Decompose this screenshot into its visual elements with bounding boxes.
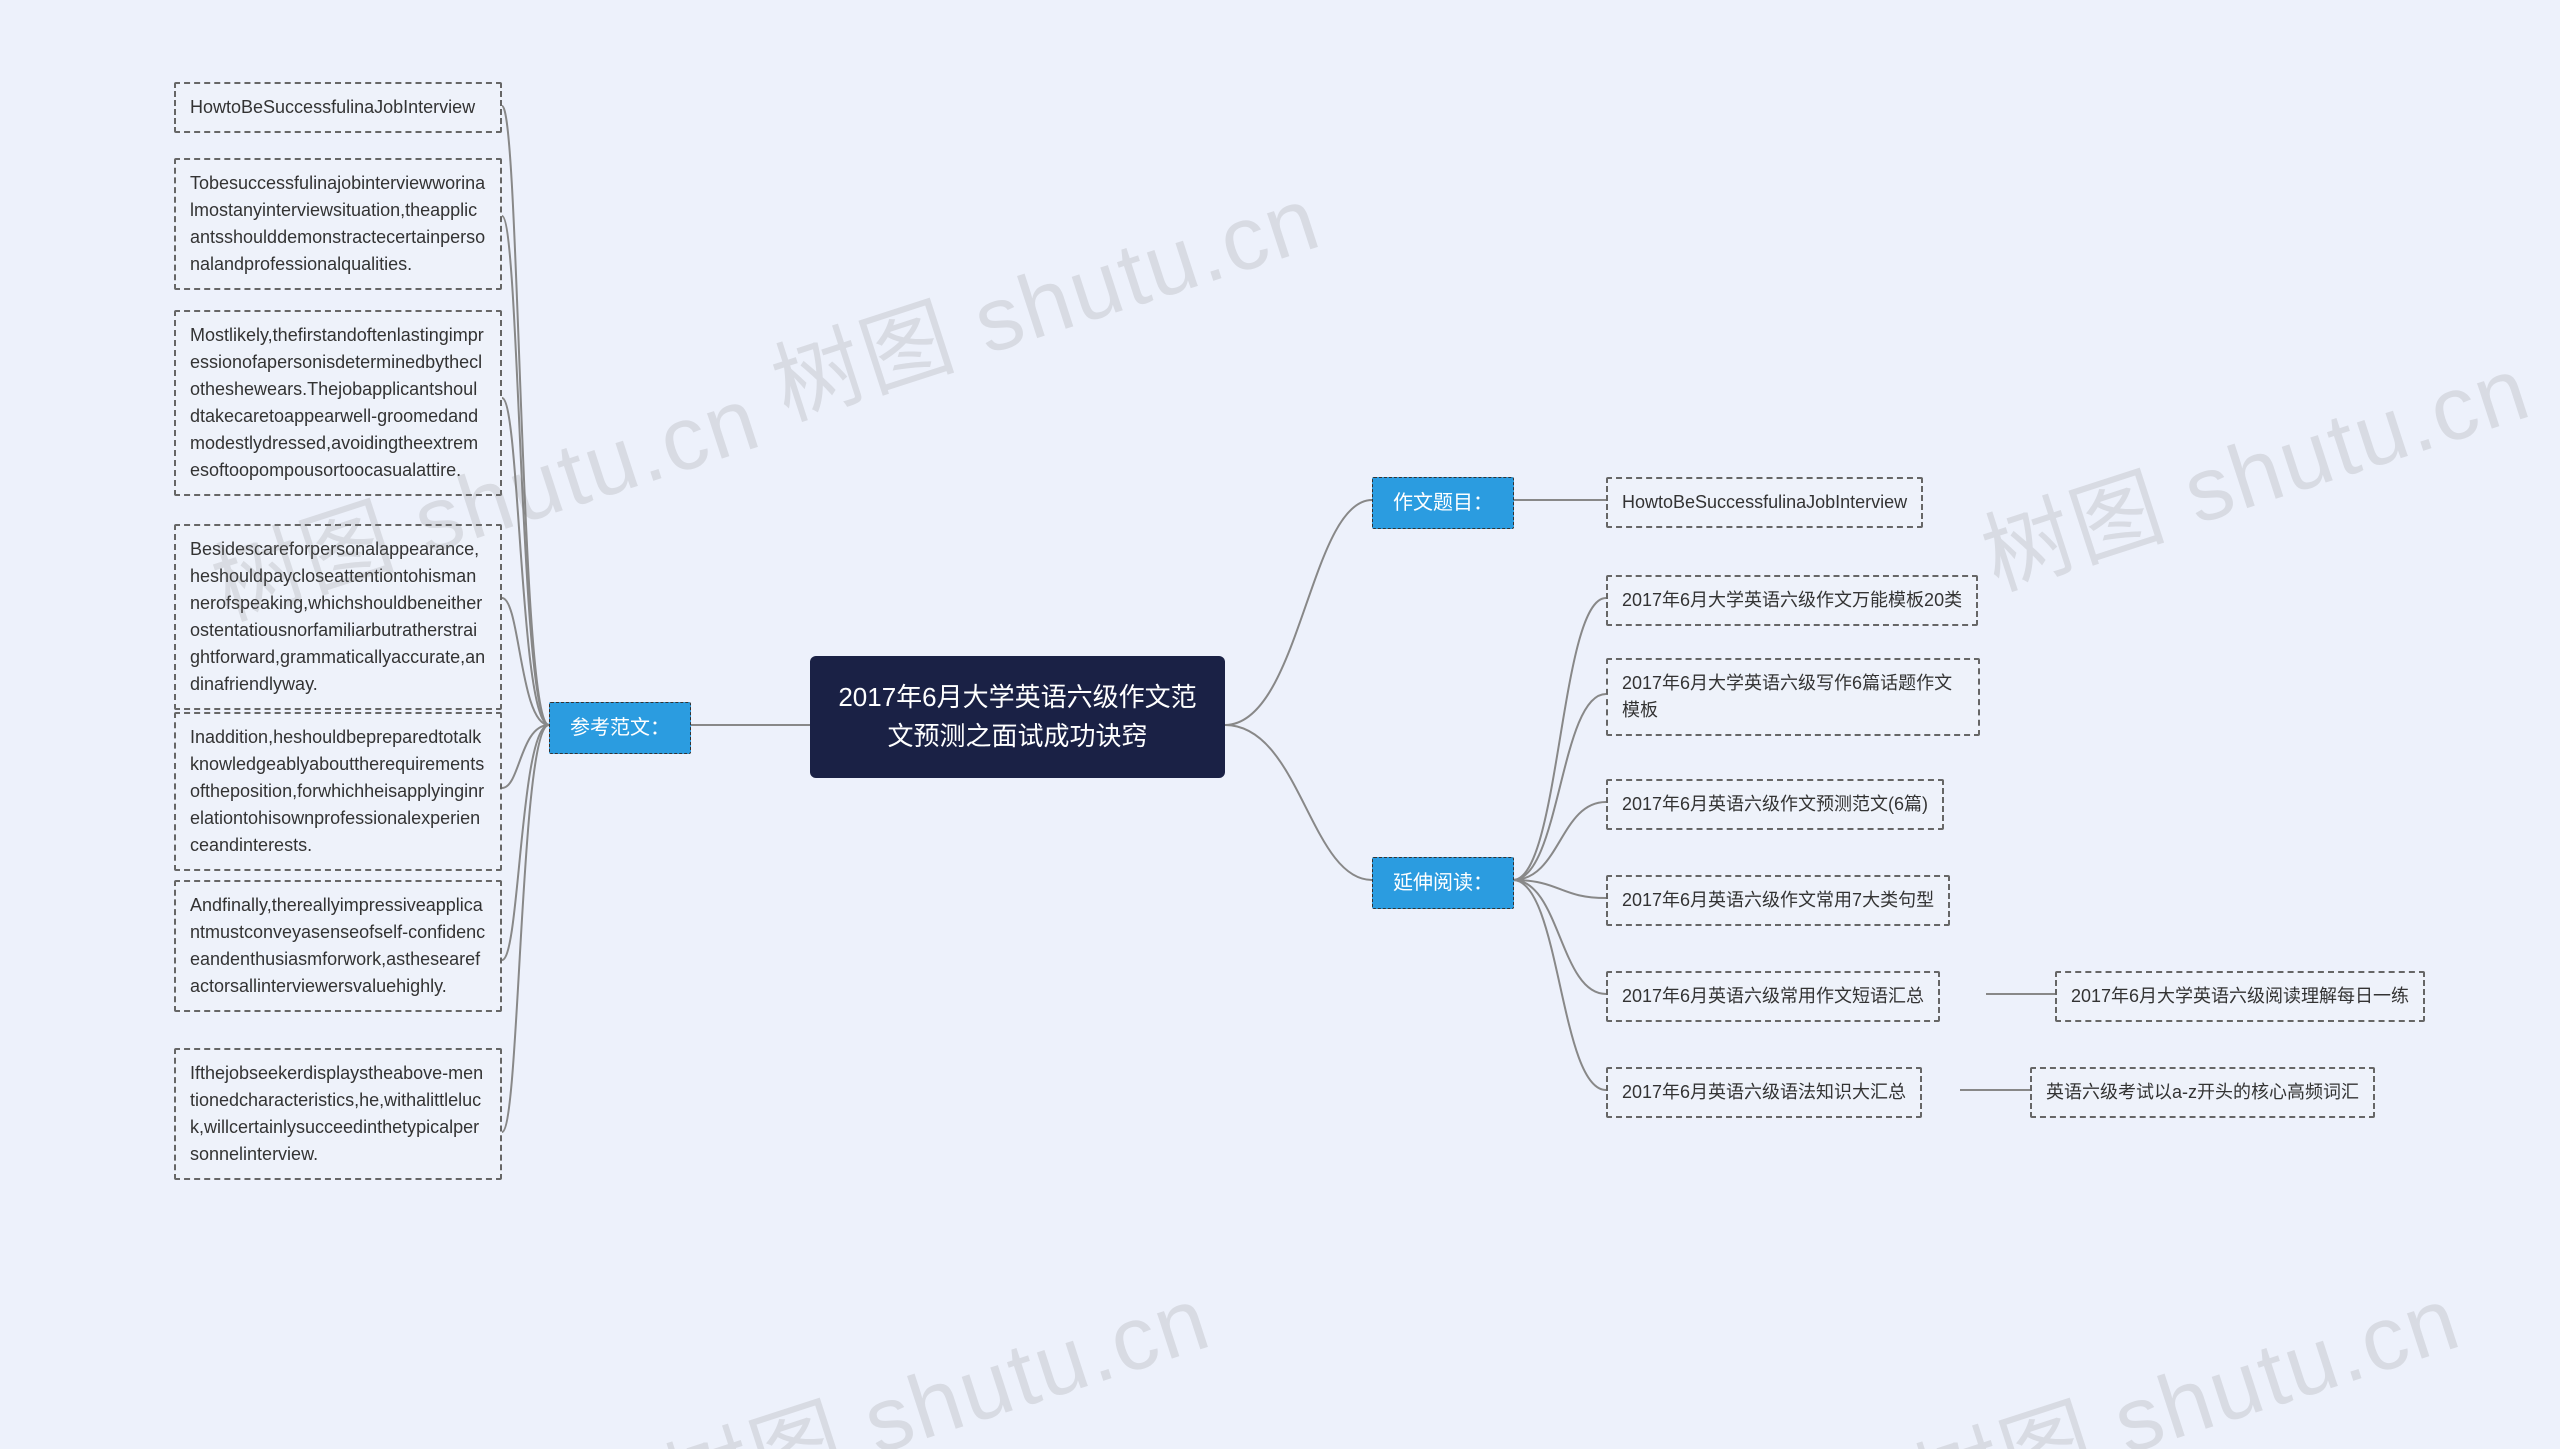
root-title: 2017年6月大学英语六级作文范文预测之面试成功诀窍 <box>838 682 1196 751</box>
ref-item-6: Ifthejobseekerdisplaystheabove-mentioned… <box>174 1048 502 1180</box>
root-node: 2017年6月大学英语六级作文范文预测之面试成功诀窍 <box>810 656 1225 778</box>
ext-item-3: 2017年6月英语六级作文常用7大类句型 <box>1606 875 1950 926</box>
ref-item-0-text: HowtoBeSuccessfulinaJobInterview <box>190 97 475 117</box>
branch-extended-label: 延伸阅读： <box>1393 872 1493 894</box>
ref-item-6-text: Ifthejobseekerdisplaystheabove-mentioned… <box>190 1063 483 1164</box>
ext-item-2-text: 2017年6月英语六级作文预测范文(6篇) <box>1622 794 1928 814</box>
ext-item-4-text: 2017年6月英语六级常用作文短语汇总 <box>1622 986 1924 1006</box>
ref-item-4: Inaddition,heshouldbepreparedtotalkknowl… <box>174 712 502 871</box>
watermark-5: 树图 shutu.cn <box>1894 1246 2474 1449</box>
topic-item-0-text: HowtoBeSuccessfulinaJobInterview <box>1622 492 1907 512</box>
branch-reference: 参考范文： <box>549 702 691 754</box>
ext-sub-6-text: 英语六级考试以a-z开头的核心高频词汇 <box>2046 1082 2359 1102</box>
watermark-3: 树图 shutu.cn <box>1964 316 2544 615</box>
branch-topic-label: 作文题目： <box>1393 492 1493 514</box>
ref-item-5-text: Andfinally,thereallyimpressiveapplicantm… <box>190 895 485 996</box>
ext-item-4: 2017年6月英语六级常用作文短语汇总 <box>1606 971 1940 1022</box>
ext-item-1-text: 2017年6月大学英语六级写作6篇话题作文模板 <box>1622 673 1952 720</box>
watermark-2: 树图 shutu.cn <box>754 146 1334 445</box>
ref-item-5: Andfinally,thereallyimpressiveapplicantm… <box>174 880 502 1012</box>
ref-item-2-text: Mostlikely,thefirstandoftenlastingimpres… <box>190 325 484 480</box>
ext-item-5: 2017年6月英语六级语法知识大汇总 <box>1606 1067 1922 1118</box>
ext-item-3-text: 2017年6月英语六级作文常用7大类句型 <box>1622 890 1934 910</box>
ext-item-2: 2017年6月英语六级作文预测范文(6篇) <box>1606 779 1944 830</box>
watermark-4: 树图 shutu.cn <box>644 1246 1224 1449</box>
ref-item-4-text: Inaddition,heshouldbepreparedtotalkknowl… <box>190 727 484 855</box>
ext-sub-5-text: 2017年6月大学英语六级阅读理解每日一练 <box>2071 986 2409 1006</box>
branch-extended: 延伸阅读： <box>1372 857 1514 909</box>
ext-item-5-text: 2017年6月英语六级语法知识大汇总 <box>1622 1082 1906 1102</box>
ext-sub-5: 2017年6月大学英语六级阅读理解每日一练 <box>2055 971 2425 1022</box>
ref-item-0: HowtoBeSuccessfulinaJobInterview <box>174 82 502 133</box>
branch-topic: 作文题目： <box>1372 477 1514 529</box>
ref-item-2: Mostlikely,thefirstandoftenlastingimpres… <box>174 310 502 496</box>
branch-reference-label: 参考范文： <box>570 717 670 739</box>
ext-item-0-text: 2017年6月大学英语六级作文万能模板20类 <box>1622 590 1962 610</box>
ref-item-1: Tobesuccessfulinajobinterviewworinalmost… <box>174 158 502 290</box>
ref-item-3-text: Besidescareforpersonalappearance,heshoul… <box>190 539 485 694</box>
ext-item-1: 2017年6月大学英语六级写作6篇话题作文模板 <box>1606 658 1980 736</box>
ref-item-3: Besidescareforpersonalappearance,heshoul… <box>174 524 502 710</box>
ext-item-0: 2017年6月大学英语六级作文万能模板20类 <box>1606 575 1978 626</box>
topic-item-0: HowtoBeSuccessfulinaJobInterview <box>1606 477 1923 528</box>
ext-sub-6: 英语六级考试以a-z开头的核心高频词汇 <box>2030 1067 2375 1118</box>
ref-item-1-text: Tobesuccessfulinajobinterviewworinalmost… <box>190 173 485 274</box>
